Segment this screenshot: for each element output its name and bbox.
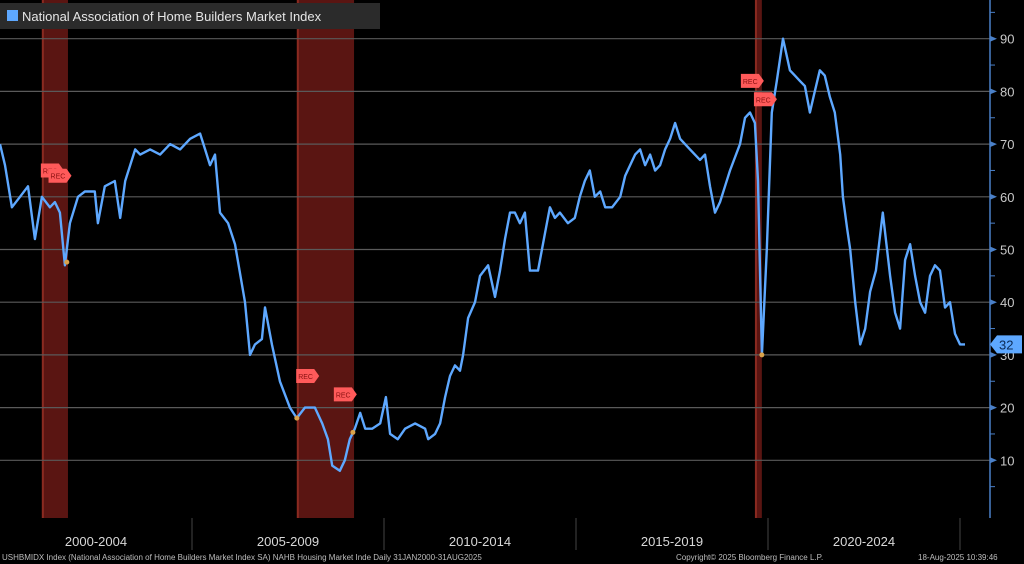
x-period-label: 2015-2019 — [641, 534, 703, 549]
y-tick-mark — [990, 88, 997, 95]
y-tick-label: 50 — [1000, 243, 1014, 258]
recession-markers: RECRECRECRECRECREC — [40, 73, 777, 402]
y-tick-mark — [990, 457, 997, 464]
y-tick-mark — [990, 351, 997, 358]
recession-marker-label: REC — [743, 79, 758, 86]
footer-source: USHBMIDX Index (National Association of … — [2, 553, 482, 562]
y-tick-label: 10 — [1000, 453, 1014, 468]
legend: National Association of Home Builders Ma… — [0, 3, 380, 29]
event-dot — [350, 429, 356, 435]
event-dot — [64, 259, 70, 265]
recession-marker-label: REC — [298, 374, 313, 381]
y-tick-label: 40 — [1000, 295, 1014, 310]
y-tick-label: 90 — [1000, 32, 1014, 47]
recession-band-edge — [296, 0, 299, 518]
legend-label: National Association of Home Builders Ma… — [22, 9, 322, 24]
y-tick-mark — [990, 246, 997, 253]
footer-copyright: Copyright© 2025 Bloomberg Finance L.P. — [676, 553, 823, 562]
y-tick-label: 20 — [1000, 401, 1014, 416]
recession-marker-label: REC — [51, 174, 66, 181]
recession-marker — [48, 168, 72, 183]
recession-band — [296, 0, 355, 518]
y-tick-mark — [990, 299, 997, 306]
x-period-label: 2020-2024 — [833, 534, 895, 549]
x-period-label: 2005-2009 — [257, 534, 319, 549]
recession-marker-label: REC — [756, 97, 771, 104]
recession-marker — [753, 92, 777, 107]
recession-marker — [333, 387, 357, 402]
recession-band-edge — [754, 0, 757, 518]
y-tick-mark — [990, 35, 997, 42]
x-period-label: 2010-2014 — [449, 534, 511, 549]
event-dots — [64, 259, 765, 435]
event-dot — [294, 415, 300, 421]
recession-marker — [740, 73, 764, 88]
event-dot — [759, 352, 765, 358]
x-axis-period-labels: 2000-2004 2005-2009 2010-2014 2015-2019 2020… — [65, 534, 895, 549]
legend-swatch — [7, 10, 18, 21]
last-value-label: 32 — [999, 337, 1013, 352]
gridlines — [0, 38, 990, 461]
recession-bands — [41, 0, 762, 518]
period-separators — [191, 518, 961, 550]
recession-marker-label: REC — [336, 392, 351, 399]
y-tick-label: 80 — [1000, 84, 1014, 99]
last-value-badge: 32 — [990, 335, 1022, 354]
x-period-label: 2000-2004 — [65, 534, 127, 549]
recession-band — [754, 0, 762, 518]
y-tick-label: 60 — [1000, 190, 1014, 205]
recession-band-edge — [41, 0, 44, 518]
y-tick-mark — [990, 404, 997, 411]
footer-timestamp: 18-Aug-2025 10:39:46 — [918, 553, 998, 562]
y-tick-mark — [990, 193, 997, 200]
recession-marker — [296, 368, 320, 383]
y-tick-mark — [990, 141, 997, 148]
series-line — [0, 37, 965, 472]
y-tick-label: 70 — [1000, 137, 1014, 152]
footer: USHBMIDX Index (National Association of … — [2, 553, 998, 562]
